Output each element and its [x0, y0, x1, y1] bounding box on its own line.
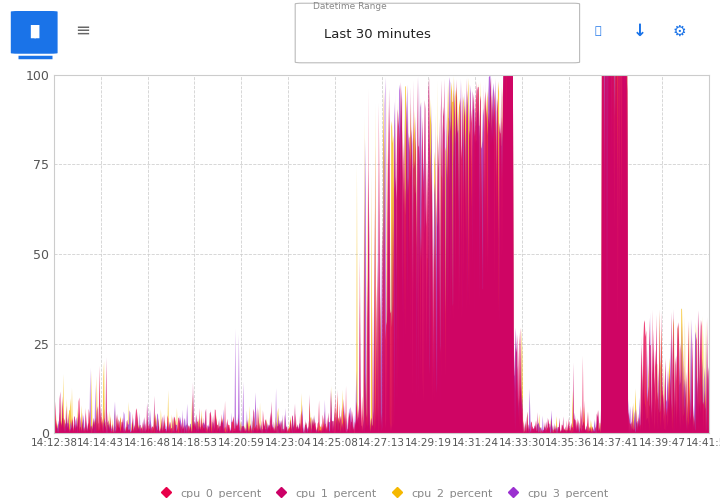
Text: ≡: ≡ [75, 22, 91, 40]
Text: ↓: ↓ [632, 22, 647, 40]
FancyBboxPatch shape [295, 3, 580, 63]
Text: Datetime Range: Datetime Range [313, 2, 387, 11]
Legend: cpu_0_percent, cpu_1_percent, cpu_2_percent, cpu_3_percent: cpu_0_percent, cpu_1_percent, cpu_2_perc… [150, 483, 613, 498]
Text: 🗓: 🗓 [594, 26, 601, 36]
Text: ⚙: ⚙ [673, 23, 686, 38]
FancyBboxPatch shape [11, 11, 58, 54]
Text: ▐▌: ▐▌ [25, 24, 44, 38]
Text: Last 30 minutes: Last 30 minutes [324, 28, 431, 41]
